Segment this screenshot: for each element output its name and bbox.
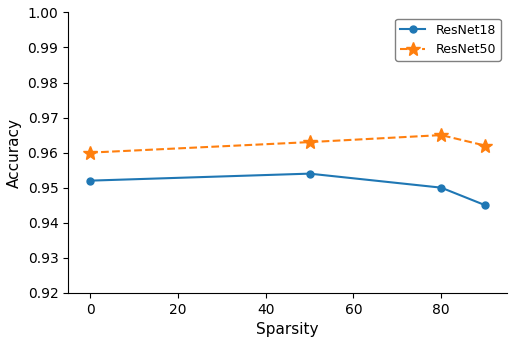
Legend: ResNet18, ResNet50: ResNet18, ResNet50 <box>395 19 501 61</box>
ResNet18 <box>482 203 488 207</box>
ResNet18 <box>306 172 313 176</box>
Y-axis label: Accuracy: Accuracy <box>7 118 22 187</box>
ResNet50 <box>482 143 488 148</box>
Line: ResNet18: ResNet18 <box>86 170 489 209</box>
ResNet18 <box>87 179 93 183</box>
ResNet50 <box>438 133 444 137</box>
X-axis label: Sparsity: Sparsity <box>256 322 319 337</box>
ResNet50 <box>87 151 93 155</box>
ResNet50 <box>306 140 313 144</box>
ResNet18 <box>438 186 444 190</box>
Line: ResNet50: ResNet50 <box>83 128 492 160</box>
